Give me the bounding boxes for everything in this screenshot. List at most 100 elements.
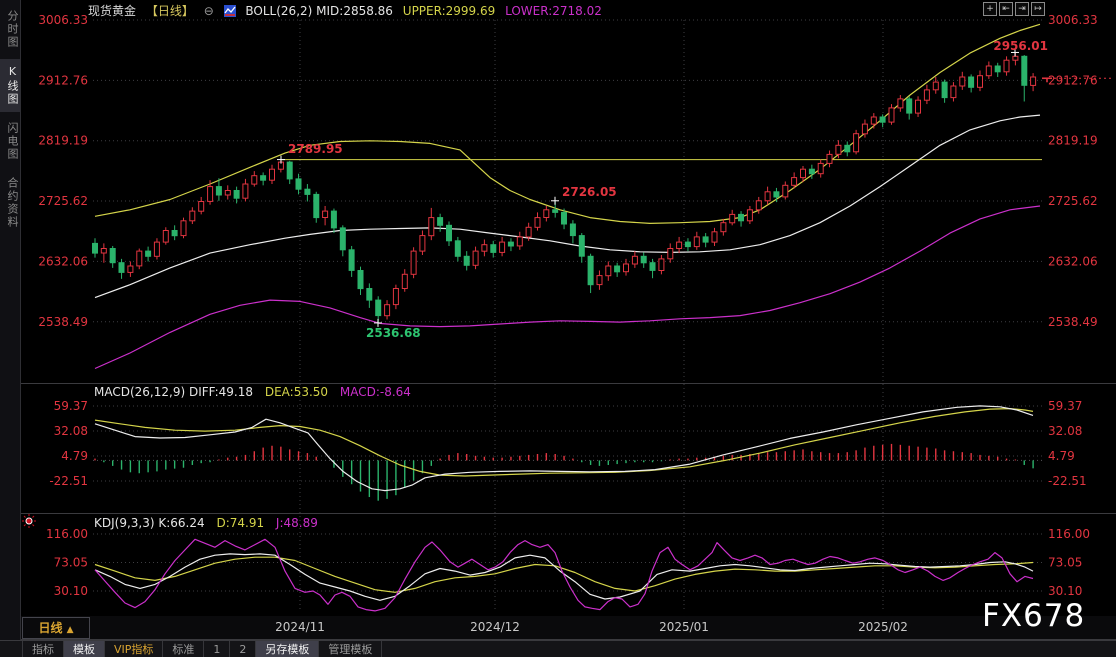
candle-body bbox=[667, 248, 674, 260]
candle-body bbox=[375, 299, 382, 317]
price-tick-left: 2538.49 bbox=[38, 315, 88, 329]
tab-模板[interactable]: 模板 bbox=[64, 641, 105, 657]
macd-dea-label: DEA:53.50 bbox=[264, 385, 329, 399]
candle-body bbox=[587, 255, 594, 286]
candle-body bbox=[764, 191, 771, 202]
candle-body bbox=[941, 81, 948, 99]
price-tick-left: 2819.19 bbox=[38, 134, 88, 148]
time-axis-row: 日线 ▲ 2024/11 2024/12 2025/01 2025/02 bbox=[20, 616, 1116, 640]
candle-body bbox=[711, 231, 718, 243]
candle-body bbox=[109, 248, 116, 264]
tab-标准[interactable]: 标准 bbox=[163, 641, 205, 657]
x-axis-label: 2025/01 bbox=[659, 620, 709, 634]
price-tick-left: 3006.33 bbox=[38, 13, 88, 27]
candle-body bbox=[1021, 55, 1028, 86]
kdj-j-label: J:48.89 bbox=[275, 516, 318, 530]
candle-body bbox=[322, 210, 329, 219]
pan-left-icon[interactable]: ⇤ bbox=[999, 2, 1013, 16]
kdj-tick-right: 73.05 bbox=[1048, 555, 1082, 569]
boll-lower-label: LOWER:2718.02 bbox=[505, 4, 602, 18]
macd-diff-line bbox=[94, 405, 1034, 492]
candle-body bbox=[366, 288, 373, 301]
candle-body bbox=[800, 168, 806, 179]
candle-body bbox=[985, 65, 992, 77]
candle-body bbox=[127, 265, 134, 273]
candle-body bbox=[702, 236, 709, 243]
macd-header: MACD(26,12,9) DIFF:49.18 DEA:53.50 MACD:… bbox=[94, 385, 419, 399]
chart-canvas[interactable]: 3006.33 3006.33 2912.76 2912.76 2819.19 2819.… bbox=[0, 0, 1116, 640]
candle-body bbox=[888, 107, 895, 123]
candle-body bbox=[1012, 55, 1019, 61]
candle-body bbox=[835, 144, 842, 155]
candle-body bbox=[959, 76, 966, 87]
tab-VIP指标[interactable]: VIP指标 bbox=[105, 641, 164, 657]
chart-toolbar: + ⇤ ⇥ ↦ bbox=[983, 2, 1045, 16]
tab-管理模板[interactable]: 管理模板 bbox=[319, 641, 383, 657]
chart-type-sidebar: 分时图 K线图闪电图合约资料 bbox=[0, 0, 21, 640]
x-axis-label: 2024/11 bbox=[275, 620, 325, 634]
candle-body bbox=[897, 98, 904, 109]
kdj-tick-right: 116.00 bbox=[1048, 527, 1090, 541]
candle-body bbox=[817, 162, 824, 175]
candle-body bbox=[906, 98, 913, 114]
candle-body bbox=[658, 258, 665, 271]
sidebar-item-合约资料[interactable]: 合约资料 bbox=[6, 177, 19, 229]
price-tick-right: 2912.76 bbox=[1048, 73, 1098, 87]
candle-body bbox=[578, 235, 585, 257]
boll-lower-line bbox=[94, 205, 1041, 370]
sidebar-item-闪电图[interactable]: 闪电图 bbox=[6, 122, 19, 161]
kdj-tick-left: 73.05 bbox=[54, 555, 88, 569]
triangle-up-icon: ▲ bbox=[66, 625, 74, 635]
kdj-tick-left: 116.00 bbox=[46, 527, 88, 541]
period-selector-button[interactable]: 日线 ▲ bbox=[22, 617, 90, 639]
macd-tick-right: 32.08 bbox=[1048, 424, 1082, 438]
kdj-k-line bbox=[94, 553, 1034, 601]
candle-body bbox=[915, 99, 921, 114]
candle-body bbox=[853, 133, 860, 153]
candle-body bbox=[552, 209, 559, 213]
tab-2[interactable]: 2 bbox=[230, 641, 257, 657]
price-tick-right: 3006.33 bbox=[1048, 13, 1098, 27]
fx678-watermark: FX678 bbox=[982, 598, 1086, 634]
candle-body bbox=[330, 210, 337, 229]
panel-separator bbox=[20, 513, 1116, 514]
candle-body bbox=[180, 220, 187, 237]
candle-body bbox=[251, 175, 258, 185]
candle-body bbox=[994, 65, 1001, 73]
price-tick-right: 2725.62 bbox=[1048, 194, 1098, 208]
candle-body bbox=[295, 178, 302, 190]
pan-right-icon[interactable]: ⇥ bbox=[1015, 2, 1029, 16]
price-tick-left: 2725.62 bbox=[38, 194, 88, 208]
candle-body bbox=[490, 244, 497, 253]
candle-body bbox=[525, 226, 532, 238]
candle-body bbox=[826, 153, 833, 164]
candle-body bbox=[932, 81, 939, 91]
tab-1[interactable]: 1 bbox=[204, 641, 231, 657]
kdj-j-line bbox=[94, 538, 1034, 612]
candle-body bbox=[304, 188, 311, 195]
price-tick-right: 2632.06 bbox=[1048, 254, 1098, 268]
candle-body bbox=[729, 213, 736, 224]
kdj-d-label: D:74.91 bbox=[216, 516, 265, 530]
candle-body bbox=[419, 235, 426, 252]
tab-另存模板[interactable]: 另存模板 bbox=[256, 641, 320, 657]
macd-value-label: MACD:-8.64 bbox=[339, 385, 411, 399]
price-tick-left: 2632.06 bbox=[38, 254, 88, 268]
collapse-icon[interactable]: ⊖ bbox=[203, 4, 214, 18]
crosshair-icon[interactable]: + bbox=[983, 2, 997, 16]
tab-指标[interactable]: 指标 bbox=[22, 641, 64, 657]
candle-body bbox=[569, 223, 576, 237]
kdj-k-label: KDJ(9,3,3) K:66.24 bbox=[94, 516, 205, 530]
price-tick-left: 2912.76 bbox=[38, 73, 88, 87]
candle-body bbox=[313, 193, 320, 219]
sidebar-item-K线图[interactable]: K线图 bbox=[0, 59, 20, 112]
candle-body bbox=[507, 241, 514, 247]
candle-body bbox=[879, 116, 886, 123]
alert-sun-icon[interactable] bbox=[22, 513, 36, 532]
candle-body bbox=[782, 184, 789, 198]
boll-mid-line bbox=[94, 114, 1041, 299]
sidebar-item-分时图[interactable]: 分时图 bbox=[6, 10, 19, 49]
candle-body bbox=[224, 190, 231, 196]
expand-right-icon[interactable]: ↦ bbox=[1031, 2, 1045, 16]
x-axis-label: 2025/02 bbox=[858, 620, 908, 634]
